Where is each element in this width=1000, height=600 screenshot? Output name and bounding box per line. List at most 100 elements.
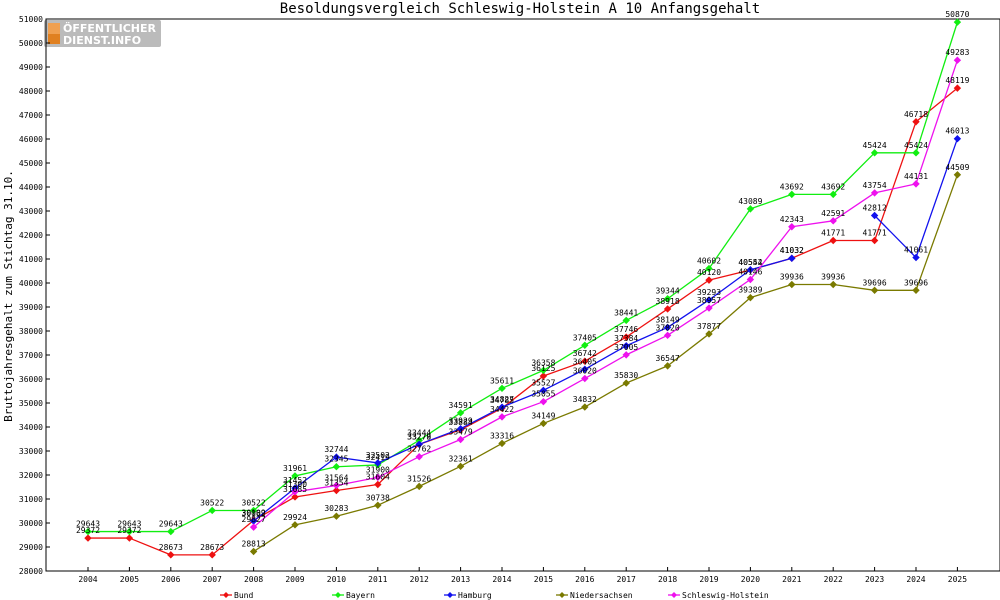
series-line-segment xyxy=(750,283,792,299)
x-tick-label: 2007 xyxy=(203,575,222,584)
data-point xyxy=(581,365,589,373)
series-line-segment xyxy=(750,193,793,210)
x-tick-label: 2009 xyxy=(285,575,304,584)
data-point xyxy=(746,275,755,284)
data-point xyxy=(249,506,258,515)
data-label: 33884 xyxy=(449,418,473,427)
series-line-segment xyxy=(625,365,668,384)
data-label: 28673 xyxy=(159,543,183,552)
data-point xyxy=(374,480,382,489)
data-label: 46718 xyxy=(904,110,928,119)
series-line-segment xyxy=(543,360,586,377)
data-label: 41771 xyxy=(821,228,845,237)
data-point xyxy=(663,295,672,303)
data-label: 40146 xyxy=(738,267,762,276)
data-label: 44509 xyxy=(945,163,969,172)
series-line-segment xyxy=(874,215,917,258)
data-label: 49283 xyxy=(945,48,969,57)
series-line-segment xyxy=(211,519,255,556)
data-label: 33278 xyxy=(407,432,431,441)
data-label: 32361 xyxy=(449,454,473,463)
data-point xyxy=(870,211,879,220)
series-bund xyxy=(84,84,962,559)
data-point xyxy=(746,293,755,302)
data-label: 38149 xyxy=(656,315,680,324)
data-label: 35527 xyxy=(531,378,555,387)
data-label: 36742 xyxy=(573,349,597,358)
data-label: 37746 xyxy=(614,325,638,334)
data-point xyxy=(498,439,506,448)
series-line-segment xyxy=(667,279,710,310)
data-point xyxy=(374,459,382,467)
series-line-segment xyxy=(418,412,461,441)
data-label: 34149 xyxy=(531,411,555,420)
series-line-segment xyxy=(791,220,834,228)
data-point xyxy=(746,205,755,213)
data-label: 32345 xyxy=(324,455,348,464)
series-line-segment xyxy=(460,406,503,430)
legend-item: Schleswig-Holstein xyxy=(668,591,769,600)
series-line-segment xyxy=(873,121,917,241)
data-label: 34422 xyxy=(490,405,514,414)
data-point xyxy=(374,501,382,509)
data-label: 42812 xyxy=(863,204,887,213)
data-label: 32762 xyxy=(407,445,431,454)
series-line-segment xyxy=(377,456,420,478)
data-labels: 29372 29372 28673 28673 30109 31085 31354 31604… xyxy=(76,10,970,552)
data-label: 29643 xyxy=(76,520,100,529)
series-line-segment xyxy=(501,375,544,409)
y-tick-label: 46000 xyxy=(19,135,43,144)
series-line-segment xyxy=(749,226,793,280)
data-point xyxy=(539,419,548,428)
legend-item: Bayern xyxy=(332,591,375,600)
x-tick-label: 2005 xyxy=(120,575,139,584)
data-point xyxy=(208,506,216,515)
y-tick-label: 38000 xyxy=(19,327,43,336)
x-tick-label: 2020 xyxy=(741,575,760,584)
x-tick-label: 2023 xyxy=(865,575,884,584)
data-label: 45424 xyxy=(863,141,887,150)
x-tick-label: 2013 xyxy=(451,575,470,584)
y-tick-label: 43000 xyxy=(19,207,43,216)
series-line-segment xyxy=(625,298,668,321)
data-point xyxy=(415,482,423,491)
series-line-segment xyxy=(584,336,627,362)
data-point xyxy=(125,527,134,536)
data-point xyxy=(829,280,837,289)
data-point xyxy=(249,523,258,531)
data-point xyxy=(829,190,837,199)
data-label: 37820 xyxy=(656,323,680,332)
series-line-segment xyxy=(708,278,751,309)
series-line-segment xyxy=(336,464,378,468)
data-point xyxy=(870,189,879,197)
data-label: 31900 xyxy=(366,465,390,474)
legend-label: Schleswig-Holstein xyxy=(682,591,769,600)
y-tick-label: 41000 xyxy=(19,255,43,264)
series-line-segment xyxy=(915,21,959,154)
series-line-segment xyxy=(791,239,834,259)
data-label: 30522 xyxy=(242,498,266,507)
series-line-segment xyxy=(625,334,668,356)
y-tick-label: 42000 xyxy=(19,231,43,240)
data-label: 41032 xyxy=(780,246,804,255)
data-point xyxy=(953,56,962,64)
series-line-segment xyxy=(543,368,586,391)
data-point xyxy=(746,266,755,274)
data-label: 39344 xyxy=(656,287,680,296)
series-line-segment xyxy=(418,465,461,487)
data-point xyxy=(456,424,465,433)
series-line-segment xyxy=(915,87,958,123)
data-point xyxy=(663,305,672,313)
series-line-segment xyxy=(253,487,296,522)
series-line-segment xyxy=(501,389,544,408)
data-point xyxy=(84,527,92,536)
y-tick-label: 49000 xyxy=(19,63,43,72)
legend-label: Bayern xyxy=(346,591,375,600)
series-line-segment xyxy=(832,192,875,222)
series-schleswig-holstein xyxy=(249,56,962,531)
data-point xyxy=(84,534,92,542)
data-label: 43692 xyxy=(821,182,845,191)
data-point xyxy=(705,330,713,338)
data-label: 31526 xyxy=(407,474,431,483)
